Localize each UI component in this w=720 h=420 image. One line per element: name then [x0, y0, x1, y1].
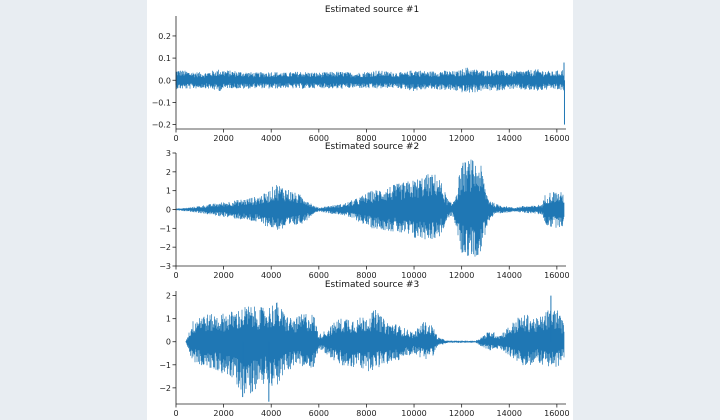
- x-tick-label: 10000: [401, 134, 426, 143]
- y-tick-label: 1: [166, 187, 171, 196]
- waveform-series-1: [175, 67, 565, 93]
- chart-title: Estimated source #2: [325, 142, 419, 152]
- x-tick-label: 2000: [213, 134, 233, 143]
- y-tick-label: 0.0: [158, 76, 171, 85]
- chart-title: Estimated source #1: [325, 5, 419, 15]
- y-tick-label: 0: [166, 206, 171, 215]
- x-tick-label: 2000: [213, 271, 233, 280]
- x-tick-label: 10000: [401, 409, 426, 418]
- x-tick-label: 14000: [497, 271, 522, 280]
- y-tick-label: −0.2: [152, 121, 171, 130]
- y-tick-label: 0.2: [158, 32, 171, 41]
- x-tick-label: 12000: [449, 409, 474, 418]
- x-tick-label: 2000: [213, 409, 233, 418]
- y-tick-label: 0.1: [158, 54, 171, 63]
- y-tick-label: 2: [166, 292, 171, 301]
- x-tick-label: 8000: [356, 409, 376, 418]
- y-tick-label: 0: [166, 338, 171, 347]
- y-tick-label: −1: [159, 361, 171, 370]
- y-tick-label: −3: [159, 262, 171, 271]
- x-tick-label: 12000: [449, 271, 474, 280]
- y-tick-label: 1: [166, 315, 171, 324]
- y-tick-label: −2: [159, 243, 171, 252]
- chart-title: Estimated source #3: [325, 280, 419, 290]
- x-tick-label: 0: [173, 409, 178, 418]
- x-tick-label: 16000: [544, 134, 569, 143]
- y-tick-label: −1: [159, 224, 171, 233]
- x-tick-label: 4000: [261, 409, 281, 418]
- x-tick-label: 8000: [356, 271, 376, 280]
- waveform-series-3: [185, 302, 565, 394]
- y-tick-label: 3: [166, 149, 171, 158]
- x-tick-label: 4000: [261, 134, 281, 143]
- x-tick-label: 8000: [356, 134, 376, 143]
- x-tick-label: 0: [173, 271, 178, 280]
- x-tick-label: 6000: [309, 271, 329, 280]
- y-tick-label: 2: [166, 168, 171, 177]
- x-tick-label: 12000: [449, 134, 474, 143]
- x-tick-label: 16000: [544, 409, 569, 418]
- x-tick-label: 0: [173, 134, 178, 143]
- y-tick-label: −0.1: [152, 98, 171, 107]
- x-tick-label: 14000: [497, 409, 522, 418]
- x-tick-label: 16000: [544, 271, 569, 280]
- x-tick-label: 4000: [261, 271, 281, 280]
- x-tick-label: 6000: [309, 409, 329, 418]
- x-tick-label: 14000: [497, 134, 522, 143]
- waveform-series-2: [175, 159, 565, 257]
- y-tick-label: −2: [159, 384, 171, 393]
- x-tick-label: 6000: [309, 134, 329, 143]
- x-tick-label: 10000: [401, 271, 426, 280]
